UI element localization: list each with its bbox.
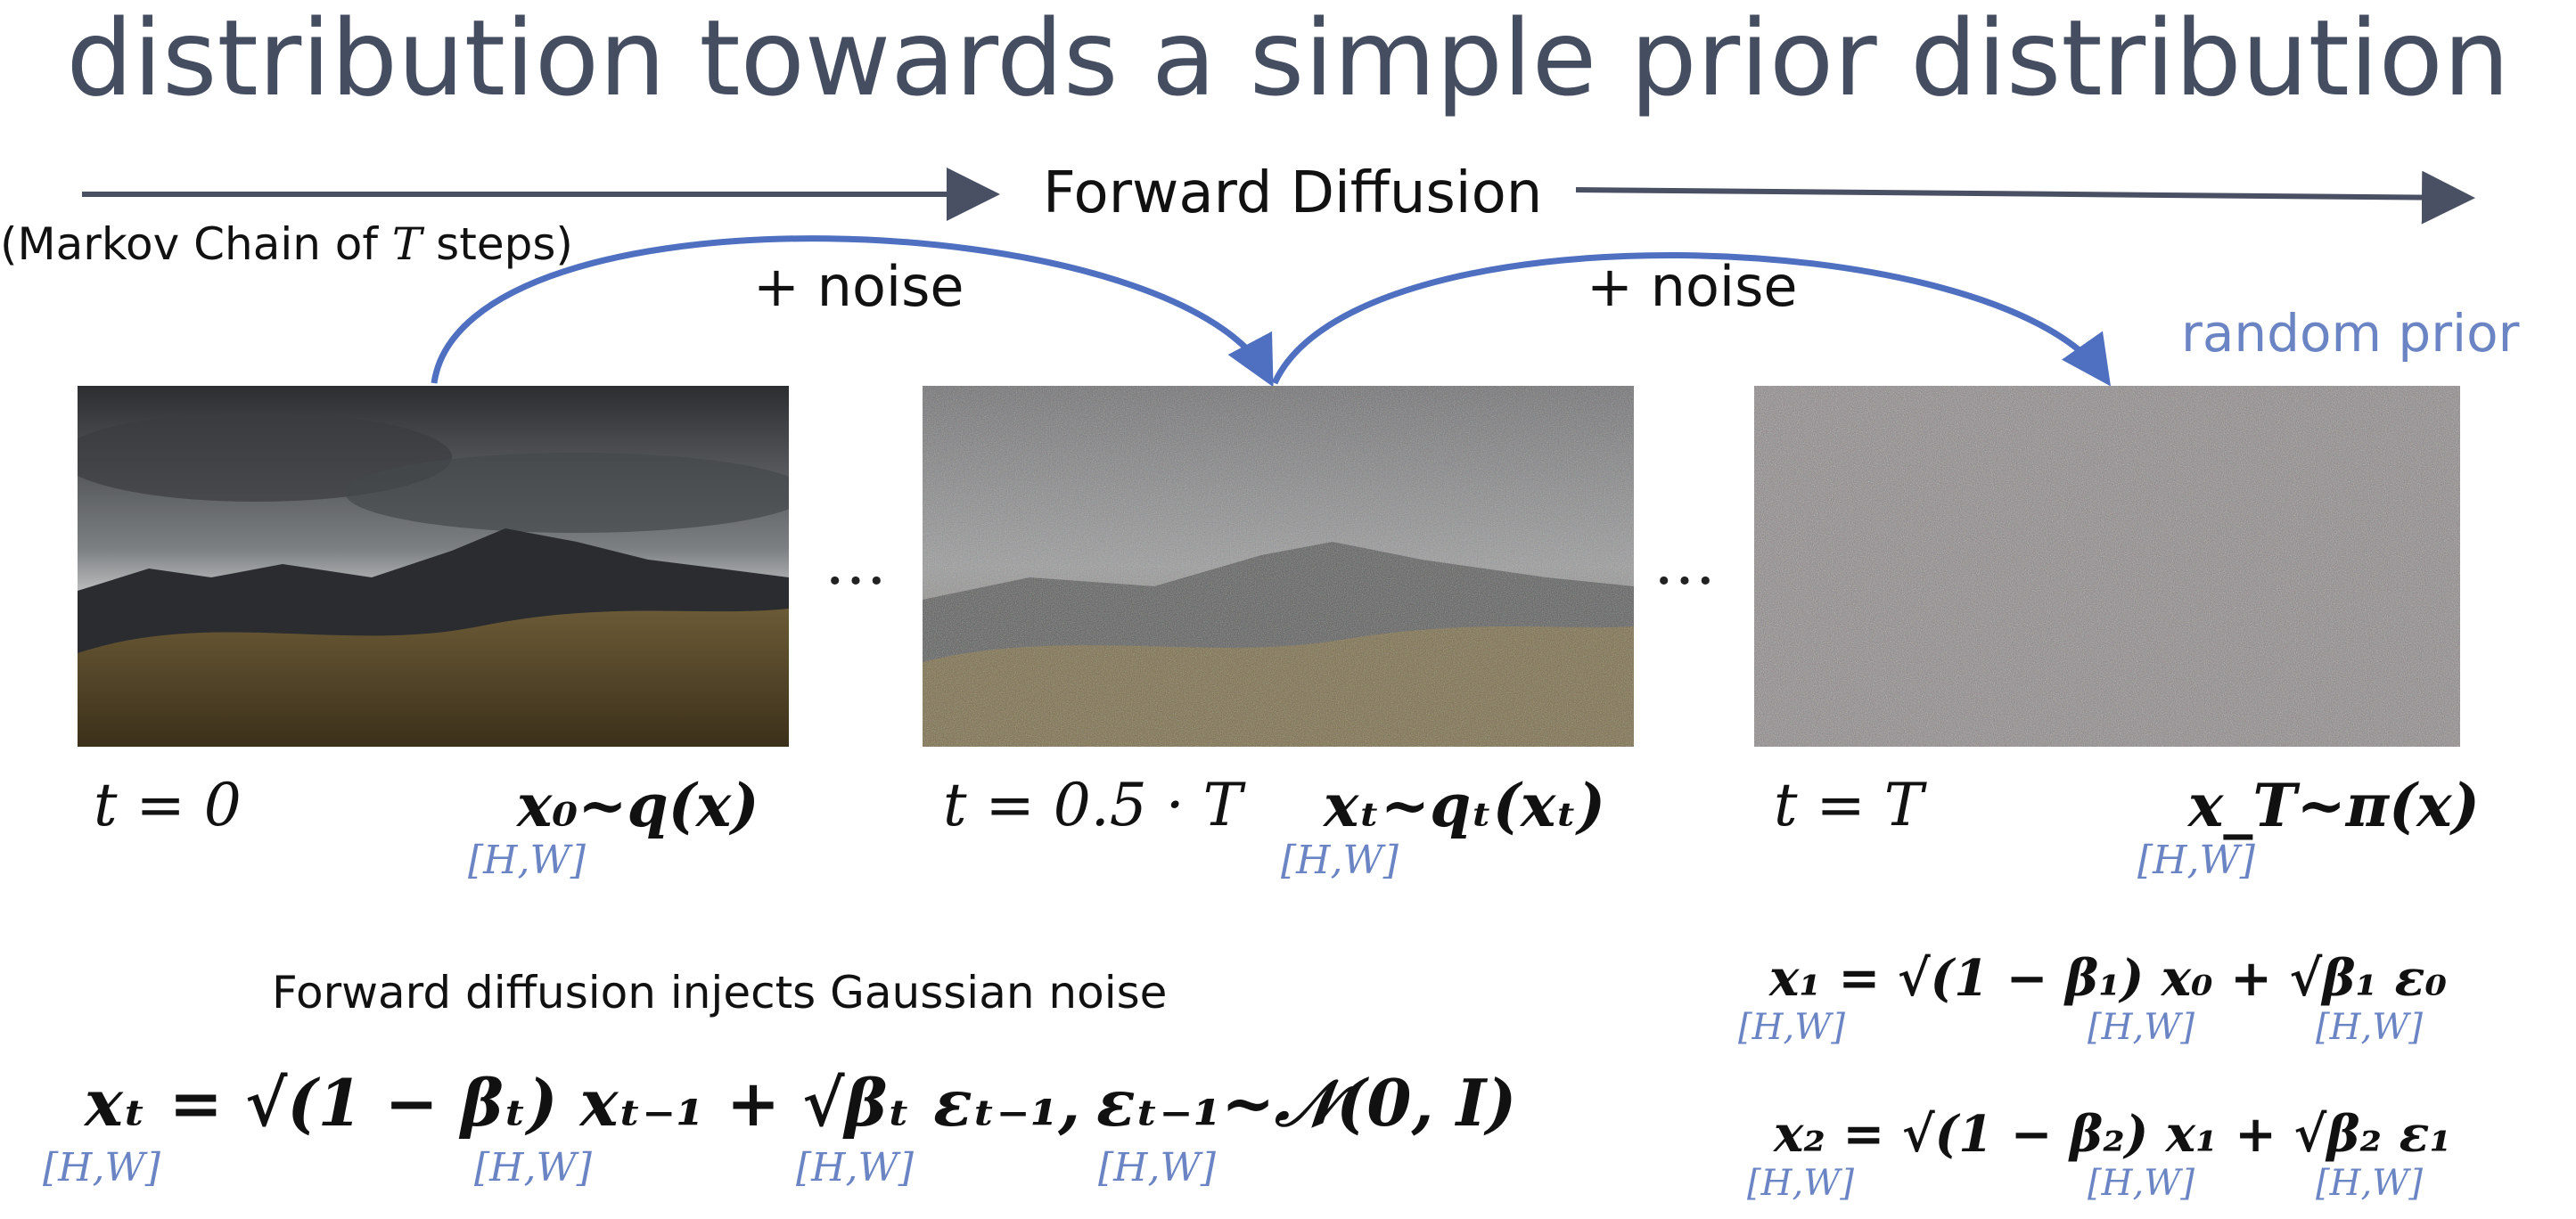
forward-arrow-right xyxy=(1575,170,2475,225)
slide-title: distribution towards a simple prior dist… xyxy=(66,0,2510,119)
noise-label-2: + noise xyxy=(1587,254,1798,319)
shape-label-xt-1: [H,W] xyxy=(474,1145,592,1190)
step2-equation: x₂ = √(1 − β₂) x₁ + √β₂ ε₁ xyxy=(1774,1105,2452,1164)
frame-dist-0: x₀~q(x) xyxy=(517,771,759,840)
shape-label-x1b: [H,W] xyxy=(2088,1163,2195,1204)
step1-equation: x₁ = √(1 − β₁) x₀ + √β₁ ε₀ xyxy=(1769,949,2448,1008)
frame-t-label-1: t = 0.5 · T xyxy=(943,771,1243,839)
ellipsis-2: … xyxy=(1653,526,1716,599)
landscape-noisy-image xyxy=(923,386,1634,747)
shape-label-frame-2: [H,W] xyxy=(2137,838,2255,883)
frame-t-label-2: t = T xyxy=(1774,771,1924,839)
frame-dist-1: xₜ~qₜ(xₜ) xyxy=(1324,771,1605,840)
gaussian-note: Forward diffusion injects Gaussian noise xyxy=(272,967,1168,1019)
markov-chain-label: (Markov Chain of T steps) xyxy=(0,218,573,270)
random-prior-label: random prior xyxy=(2181,303,2520,364)
shape-label-eps: [H,W] xyxy=(796,1145,914,1190)
frame-dist-2: x_T~π(x) xyxy=(2188,771,2480,840)
epsilon-equation: εₜ₋₁~𝒩(0, I) xyxy=(1096,1065,1517,1141)
noise-curve-2 xyxy=(1271,252,2112,387)
noise-curve-1 xyxy=(431,235,1274,388)
frame-t-label-0: t = 0 xyxy=(94,771,242,839)
main-equation: xₜ = √(1 − βₜ) xₜ₋₁ + √βₜ εₜ₋₁, xyxy=(85,1065,1081,1141)
noise-label-1: + noise xyxy=(753,254,964,319)
shape-label-eps-dist: [H,W] xyxy=(1098,1145,1216,1190)
shape-label-x2: [H,W] xyxy=(1747,1163,1854,1204)
shape-label-eps1: [H,W] xyxy=(2316,1163,2423,1204)
shape-label-x1: [H,W] xyxy=(1738,1007,1845,1048)
landscape-clean-image xyxy=(78,386,789,747)
shape-label-frame-0: [H,W] xyxy=(468,838,586,883)
shape-label-x0: [H,W] xyxy=(2088,1007,2195,1048)
ellipsis-1: … xyxy=(824,526,887,599)
shape-label-xt: [H,W] xyxy=(43,1145,160,1190)
shape-label-eps0: [H,W] xyxy=(2316,1007,2423,1048)
pure-noise-image xyxy=(1754,386,2460,747)
forward-diffusion-label: Forward Diffusion xyxy=(1043,160,1543,226)
shape-label-frame-1: [H,W] xyxy=(1281,838,1399,883)
